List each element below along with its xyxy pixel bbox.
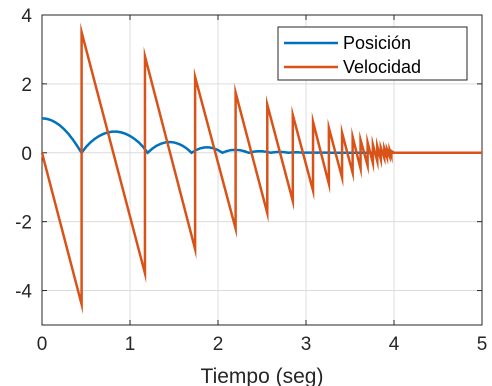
y-tick-label: -2 [15,213,32,234]
x-tick-label: 5 [477,334,488,355]
legend: Posición Velocidad [277,26,468,81]
plot-area-border [41,14,483,326]
series-line-velocidad [40,22,482,315]
y-tick-label: -4 [15,282,32,303]
x-tick-label: 3 [301,334,312,355]
x-tick-label: 4 [389,334,400,355]
x-tick-label: 0 [37,334,48,355]
y-tick-label: 4 [21,6,32,27]
x-axis-label: Tiempo (seg) [201,365,324,386]
tick-labels: 0 1 2 3 4 5 -4 -2 0 2 4 [15,6,487,355]
legend-label-velocidad: Velocidad [343,57,421,77]
series-line-posicion [41,117,482,155]
series-group [40,22,482,315]
x-tick-label: 2 [213,334,224,355]
axis-ticks [41,14,483,325]
y-tick-label: 0 [21,144,32,165]
legend-box [277,26,468,81]
x-tick-label: 1 [125,334,136,355]
y-tick-label: 2 [21,75,32,96]
legend-label-posicion: Posición [343,33,411,53]
